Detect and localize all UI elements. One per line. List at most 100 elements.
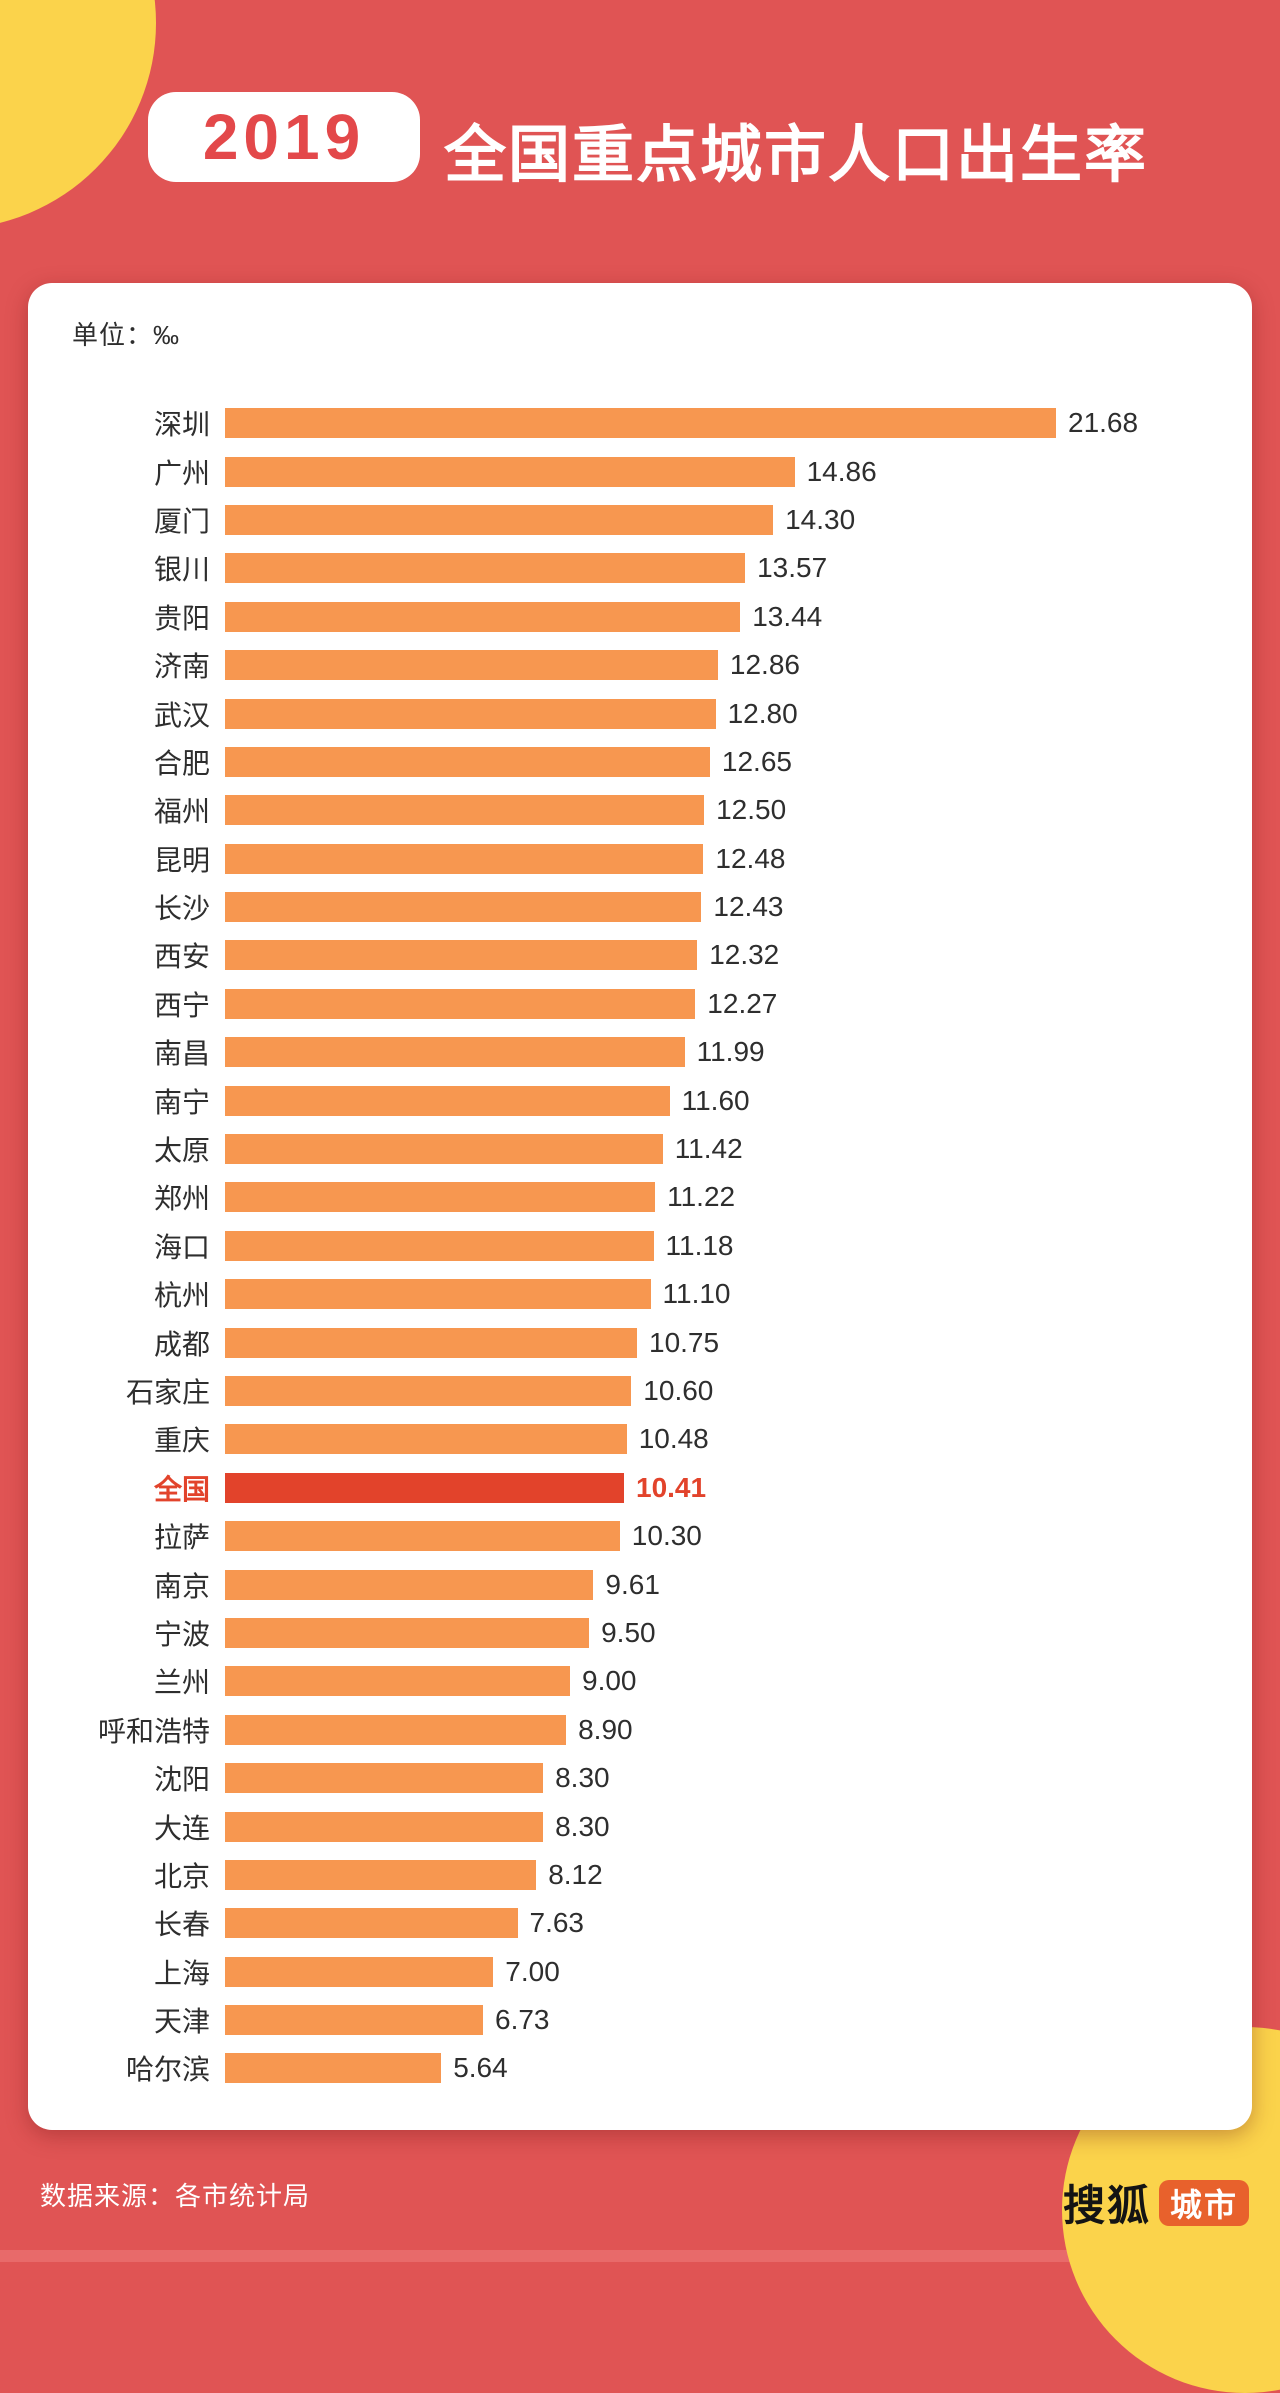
bar [225, 1666, 570, 1697]
bar [225, 2053, 442, 2084]
sohu-city-logo: 搜狐 城市 [1063, 2172, 1250, 2233]
bar [225, 1424, 627, 1455]
city-logo-badge: 城市 [1159, 2179, 1250, 2226]
chart-row: 西安 12.32 [28, 931, 1252, 979]
chart-row: 大连 8.30 [28, 1802, 1252, 1850]
chart-row: 银川 13.57 [28, 544, 1252, 592]
value-label: 10.41 [636, 1471, 707, 1503]
city-label: 武汉 [153, 699, 210, 731]
chart-row: 全国 10.41 [28, 1464, 1252, 1512]
chart-row: 重庆 10.48 [28, 1415, 1252, 1463]
value-label: 12.50 [716, 794, 787, 826]
bar [225, 1134, 663, 1165]
page-title: 全国重点城市人口出生率 [444, 121, 1149, 190]
value-label: 12.86 [729, 649, 800, 681]
chart-row: 成都 10.75 [28, 1318, 1252, 1366]
bar [225, 1376, 632, 1406]
year-badge-text: 2019 [202, 101, 366, 173]
value-label: 13.57 [757, 552, 828, 584]
chart-row: 拉萨 10.30 [28, 1512, 1252, 1560]
bottom-edge-strip [0, 2250, 1280, 2262]
chart-row: 南京 9.61 [28, 1560, 1252, 1608]
chart-row: 沈阳 8.30 [28, 1754, 1252, 1802]
chart-row: 武汉 12.80 [28, 689, 1252, 737]
bar [225, 988, 696, 1019]
chart-row: 北京 8.12 [28, 1851, 1252, 1899]
city-label: 昆明 [153, 844, 210, 876]
value-label: 13.44 [752, 600, 823, 632]
bar [225, 504, 774, 535]
chart-row: 昆明 12.48 [28, 835, 1252, 883]
bar [225, 601, 741, 632]
bar [225, 650, 718, 681]
year-badge: 2019 [148, 92, 420, 182]
chart-row: 兰州 9.00 [28, 1657, 1252, 1705]
bar [225, 1763, 544, 1794]
bar [225, 1037, 685, 1068]
bar [225, 456, 795, 487]
bar [225, 1714, 567, 1745]
value-label: 11.42 [674, 1133, 743, 1165]
bar [225, 1085, 670, 1116]
value-label: 10.60 [643, 1375, 714, 1406]
decor-circle-top-left [0, 0, 156, 229]
city-label: 全国 [153, 1473, 210, 1505]
bar-chart: 深圳 21.68 广州 14.86 厦门 14.30 银川 13.57 贵阳 13.44 济南 12.… [28, 399, 1252, 2093]
city-label: 重庆 [153, 1425, 210, 1457]
chart-row: 海口 11.18 [28, 1222, 1252, 1270]
city-logo-text: 城市 [1170, 2186, 1239, 2223]
chart-row: 长沙 12.43 [28, 883, 1252, 931]
value-label: 11.10 [662, 1278, 731, 1310]
chart-row: 深圳 21.68 [28, 399, 1252, 447]
value-label: 14.86 [806, 455, 877, 487]
bar [225, 1521, 620, 1552]
value-label: 9.50 [601, 1616, 656, 1648]
value-label: 10.30 [631, 1520, 702, 1552]
unit-label: 单位：‰ [72, 320, 181, 350]
value-label: 12.43 [713, 891, 784, 923]
value-label: 8.90 [578, 1713, 633, 1745]
bar [225, 940, 698, 971]
bar [225, 1569, 594, 1600]
city-label: 合肥 [153, 747, 210, 779]
city-label: 深圳 [153, 409, 210, 441]
value-label: 14.30 [785, 503, 856, 535]
bar [225, 553, 746, 584]
city-label: 长春 [153, 1909, 210, 1941]
chart-row: 太原 11.42 [28, 1125, 1252, 1173]
bar [225, 1859, 537, 1890]
bar [225, 1617, 590, 1648]
city-label: 南京 [153, 1570, 210, 1602]
chart-row: 广州 14.86 [28, 447, 1252, 495]
value-label: 12.80 [727, 697, 798, 729]
bar [225, 1230, 654, 1261]
city-label: 太原 [153, 1135, 210, 1167]
city-label: 银川 [153, 554, 210, 586]
value-label: 21.68 [1068, 407, 1139, 439]
bar [225, 1908, 518, 1939]
city-label: 呼和浩特 [97, 1715, 210, 1747]
bar [225, 1811, 544, 1842]
city-label: 成都 [153, 1328, 210, 1360]
chart-row: 合肥 12.65 [28, 738, 1252, 786]
city-label: 上海 [153, 1957, 210, 1989]
bar [225, 1279, 651, 1310]
value-label: 10.75 [649, 1326, 720, 1358]
city-label: 贵阳 [153, 602, 210, 634]
chart-row: 济南 12.86 [28, 641, 1252, 689]
value-label: 11.22 [667, 1181, 736, 1213]
value-label: 8.30 [555, 1762, 610, 1794]
bar [225, 843, 704, 874]
value-label: 6.73 [495, 2004, 550, 2036]
city-label: 西宁 [153, 989, 210, 1021]
chart-row: 南昌 11.99 [28, 1028, 1252, 1076]
value-label: 8.30 [555, 1810, 610, 1842]
bar [225, 1182, 656, 1213]
value-label: 10.48 [638, 1423, 709, 1455]
city-label: 哈尔滨 [125, 2054, 210, 2086]
value-label: 7.00 [505, 1955, 560, 1987]
highlight-bar [225, 1472, 624, 1503]
city-label: 宁波 [153, 1618, 210, 1650]
sohu-logo-text: 搜狐 [1063, 2182, 1152, 2229]
city-label: 沈阳 [153, 1764, 210, 1796]
